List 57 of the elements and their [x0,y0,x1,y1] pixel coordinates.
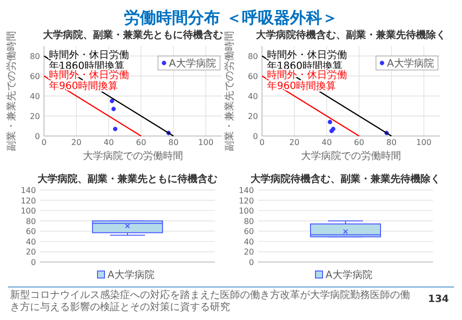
y-tick-label: 80 [30,52,40,61]
legend-label: A大学病院 [108,269,154,281]
text: 新型コロナウイルス感染症への対応を踏まえた医師の働き方改革が大学病院勤務医師の働き方に与える影響の検証とその対策に資する研究 [10,290,411,314]
x-tick-label: 40 [104,138,114,147]
x-axis-title: 大学病院での労働時間 [83,150,183,162]
x-tick-label: 0 [259,138,265,147]
y-tick-label: 0 [252,132,258,141]
y-tick-label: 140 [20,186,36,195]
y-tick-label: 40 [248,92,258,101]
y-tick-label: 140 [238,186,254,195]
y-tick-label: 100 [20,206,36,216]
x-tick-label: 20 [289,138,300,147]
y-tick-label: 80 [26,216,36,226]
point [113,126,118,132]
x-tick-label: 0 [41,138,47,147]
y-tick-label: 20 [244,248,254,257]
y-tick-label: 20 [248,112,258,121]
chart-title: 大学病院、副業・兼業先ともに待機含む [36,173,218,185]
y-tick-label: 0 [248,258,254,267]
x-tick-label: 80 [386,138,397,147]
y-tick-label: 60 [248,72,258,81]
y-tick-label: 60 [30,72,40,81]
point [328,120,332,124]
y-tick-label: 60 [244,227,254,236]
text: 134 [428,294,449,305]
y-tick-label: 80 [248,52,258,61]
x-tick-label: 100 [416,138,432,147]
y-tick-label: 20 [26,248,36,257]
legend-label: A大学病院 [387,58,434,70]
chart-title: 大学病院待機含む、副業・兼業先待機除く [250,173,440,185]
y-tick-label: 120 [238,196,254,206]
point [111,106,116,112]
y-tick-label: 40 [244,237,254,246]
y-tick-label: 80 [244,216,254,226]
y-tick-label: 60 [26,227,36,236]
x-tick-label: 20 [71,138,82,147]
point [110,98,114,104]
chart-title: 大学病院待機含む、副業・兼業先待機除く [255,29,446,41]
chart-title: 大学病院、副業・兼業先ともに待機含む [42,29,223,41]
text: 労働時間分布 ＜呼吸器外科＞ [124,8,338,27]
y-tick-label: 0 [34,132,40,141]
legend-label: A大学病院 [169,58,216,70]
y-tick-label: 0 [30,258,36,267]
x-axis-title: 大学病院での労働時間 [301,150,401,162]
x-tick-label: 40 [322,138,332,147]
y-tick-label: 100 [238,206,254,216]
y-axis-title: 副業・兼業先での労働時間 [224,31,236,151]
x-tick-label: 60 [136,138,146,147]
x-tick-label: 80 [168,138,179,147]
legend-label: A大学病院 [326,269,372,281]
x-tick-label: 60 [354,138,364,147]
y-tick-label: 40 [26,237,36,246]
x-tick-label: 100 [198,138,214,147]
y-axis-title: 副業・兼業先での労働時間 [6,31,18,151]
y-tick-label: 20 [30,112,40,121]
y-tick-label: 120 [20,196,36,206]
y-tick-label: 40 [30,92,40,101]
